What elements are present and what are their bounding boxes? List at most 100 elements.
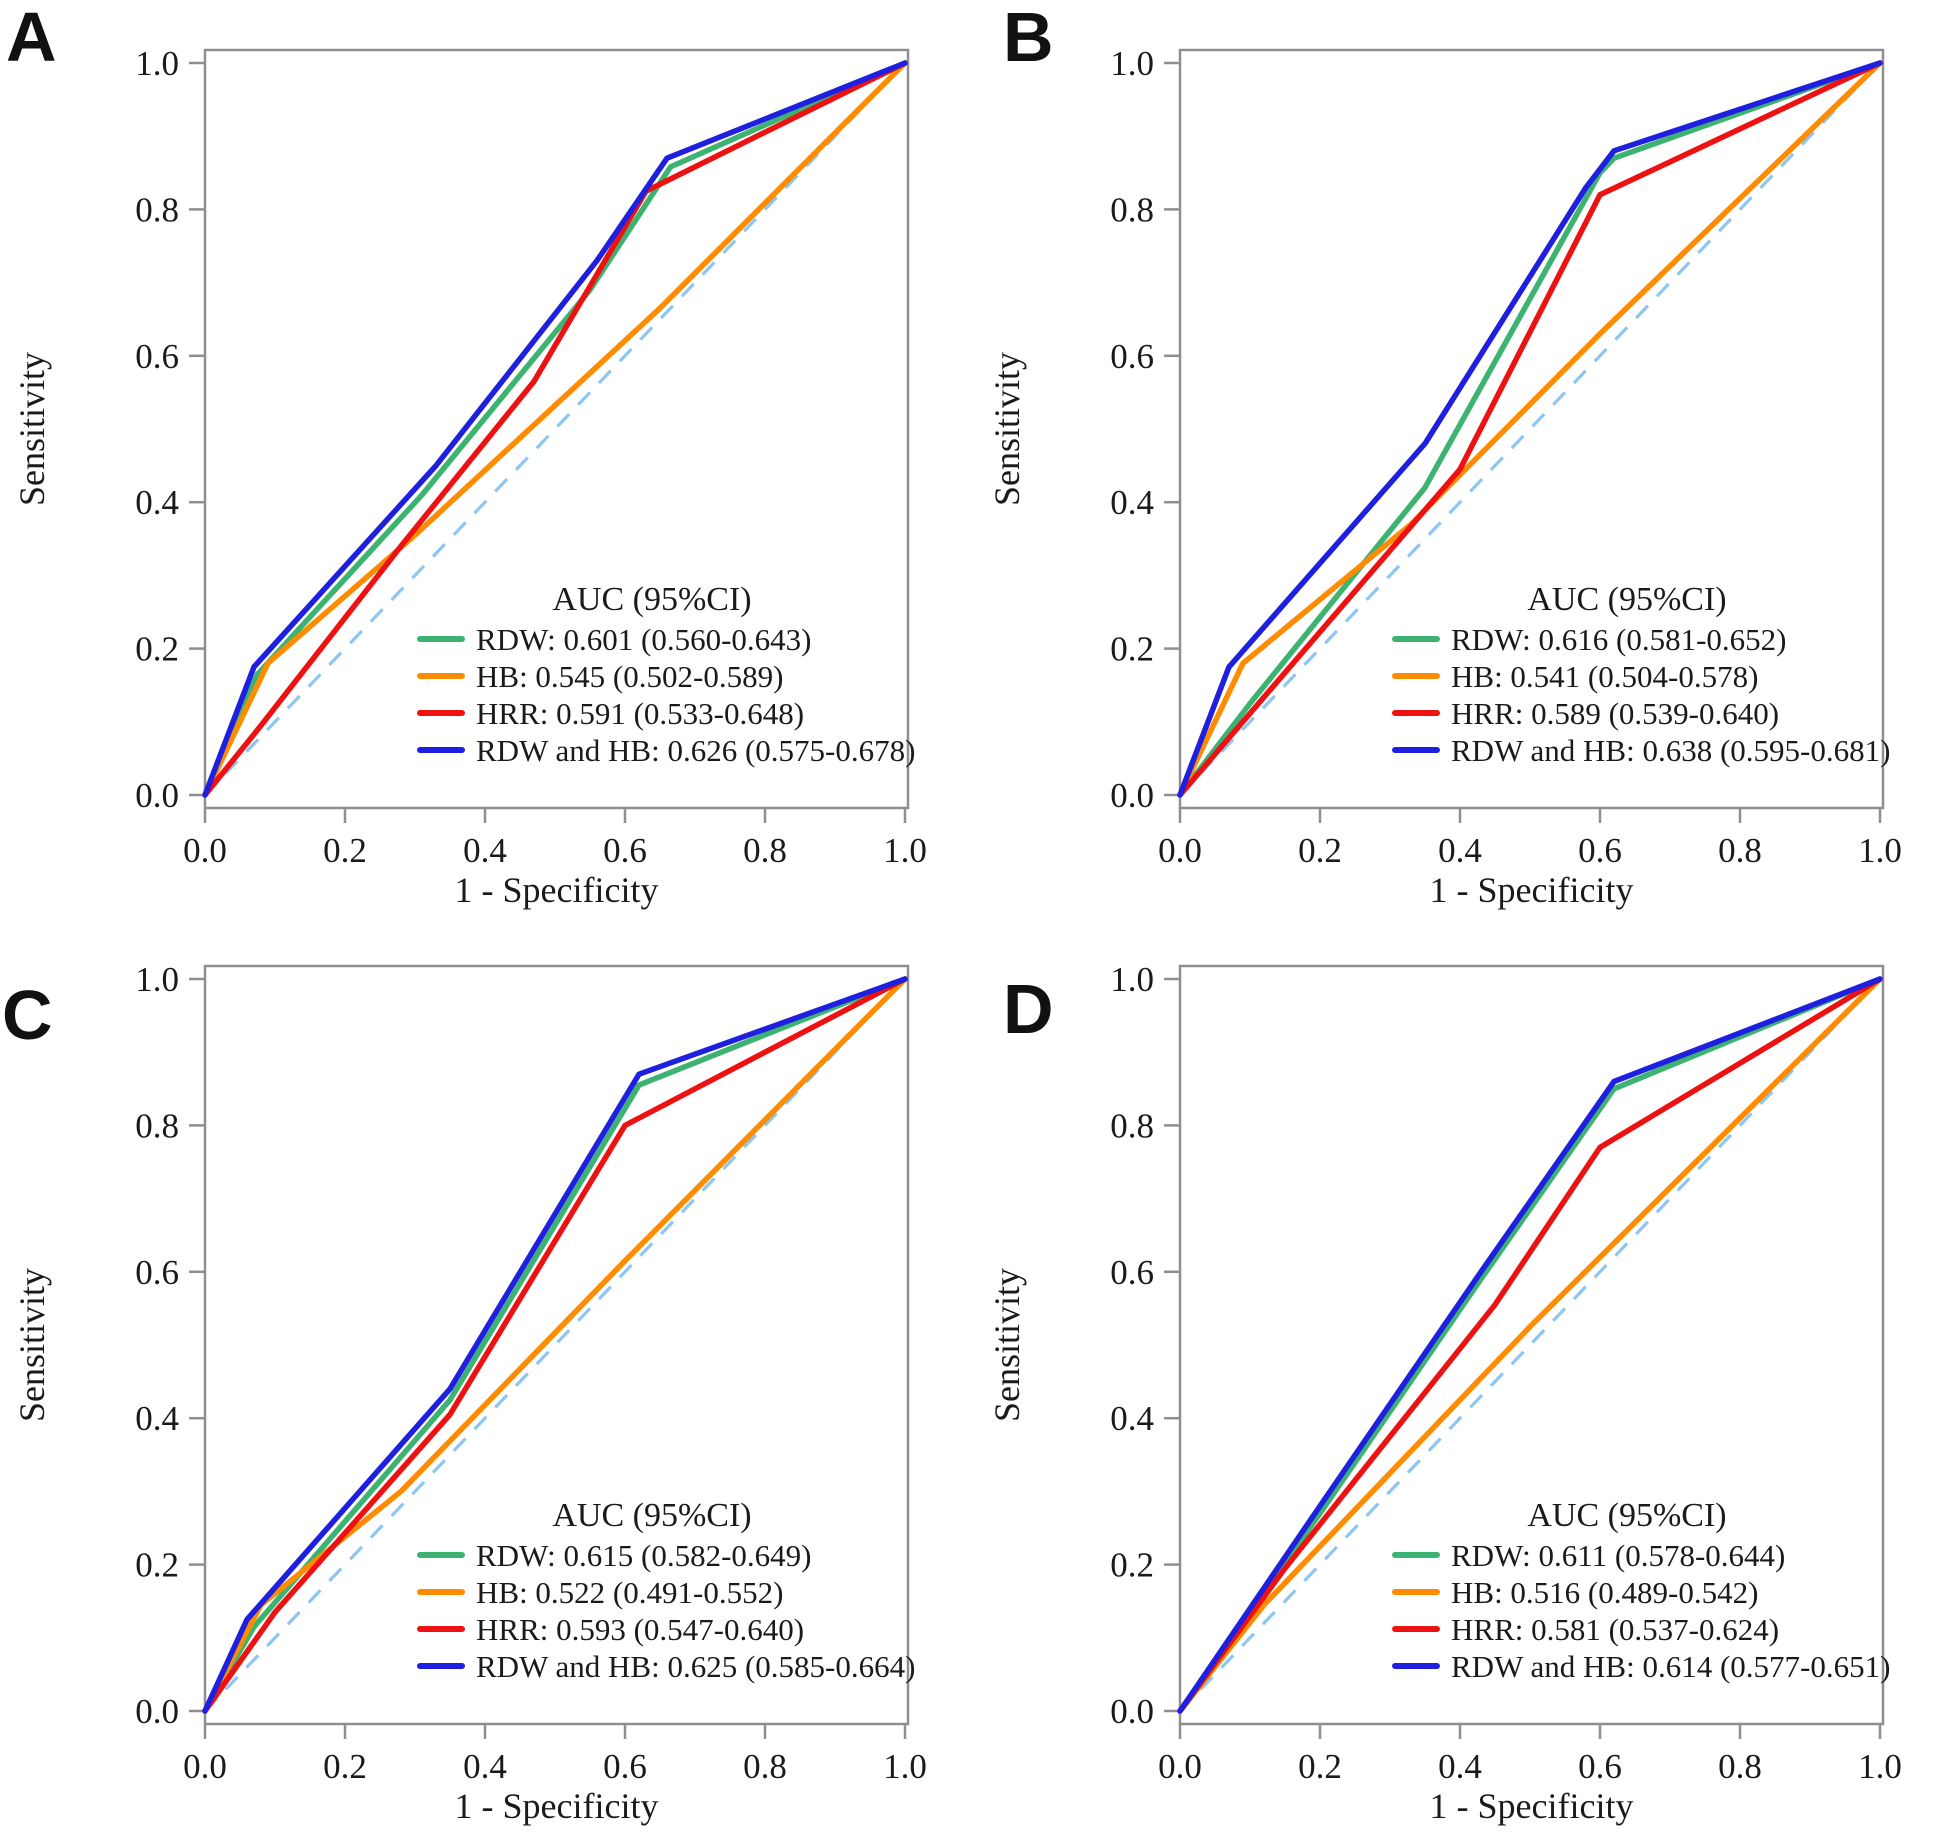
y-tick-label: 0.4 bbox=[135, 1399, 179, 1438]
x-tick-label: 0.0 bbox=[1158, 1747, 1202, 1786]
x-axis-title: 1 - Specificity bbox=[455, 870, 659, 910]
legend-label-rdw: RDW: 0.616 (0.581-0.652) bbox=[1451, 622, 1787, 657]
x-tick-label: 1.0 bbox=[883, 831, 927, 870]
x-tick-label: 0.0 bbox=[1158, 831, 1202, 870]
legend-label-hb: HB: 0.516 (0.489-0.542) bbox=[1451, 1575, 1758, 1610]
y-tick-label: 0.2 bbox=[135, 1546, 179, 1585]
roc-curve-hrr bbox=[1177, 976, 1883, 1714]
x-tick-label: 0.2 bbox=[1298, 1747, 1342, 1786]
y-tick-label: 0.4 bbox=[135, 483, 179, 522]
y-axis-title: Sensitivity bbox=[987, 352, 1027, 506]
roc-curve-hrr bbox=[202, 60, 908, 798]
panel-d: D 0.0 0.2 0.4 0.6 0.8 1.0 0.0 0.2 0.4 0.6 0.8 1.0 1 … bbox=[975, 916, 1950, 1832]
legend-label-hb: HB: 0.522 (0.491-0.552) bbox=[476, 1575, 783, 1610]
y-tick-label: 0.0 bbox=[135, 1692, 179, 1731]
legend-label-rdw-and-hb: RDW and HB: 0.626 (0.575-0.678) bbox=[476, 733, 915, 768]
legend-label-rdw-and-hb: RDW and HB: 0.638 (0.595-0.681) bbox=[1451, 733, 1890, 768]
x-axis-title: 1 - Specificity bbox=[455, 1786, 659, 1826]
y-tick-label: 0.4 bbox=[1110, 483, 1154, 522]
y-tick-label: 0.2 bbox=[135, 630, 179, 669]
x-tick-label: 0.8 bbox=[1718, 1747, 1762, 1786]
roc-curve-rdw bbox=[1177, 60, 1883, 798]
x-tick-label: 0.6 bbox=[1578, 831, 1622, 870]
y-tick-label: 1.0 bbox=[1110, 44, 1154, 83]
roc-chart-c: 0.0 0.2 0.4 0.6 0.8 1.0 0.0 0.2 0.4 0.6 0.8 1.0 1 - … bbox=[12, 960, 927, 1826]
x-tick-label: 0.6 bbox=[603, 1747, 647, 1786]
x-tick-label: 0.0 bbox=[183, 1747, 227, 1786]
legend-label-hb: HB: 0.541 (0.504-0.578) bbox=[1451, 659, 1758, 694]
x-tick-label: 0.0 bbox=[183, 831, 227, 870]
y-tick-label: 0.8 bbox=[135, 190, 179, 229]
reference-diagonal bbox=[1178, 977, 1882, 1713]
y-tick-label: 0.4 bbox=[1110, 1399, 1154, 1438]
roc-curve-rdw-and-hb bbox=[1177, 976, 1883, 1714]
x-tick-label: 0.4 bbox=[1438, 1747, 1482, 1786]
y-axis-title: Sensitivity bbox=[12, 1268, 52, 1422]
legend-label-hrr: HRR: 0.593 (0.547-0.640) bbox=[476, 1612, 804, 1647]
y-tick-label: 0.2 bbox=[1110, 630, 1154, 669]
y-axis-title: Sensitivity bbox=[12, 352, 52, 506]
reference-diagonal bbox=[203, 61, 907, 797]
reference-diagonal bbox=[203, 977, 907, 1713]
x-tick-label: 0.6 bbox=[1578, 1747, 1622, 1786]
roc-curve-rdw bbox=[1177, 976, 1883, 1714]
plot-frame bbox=[1178, 48, 1885, 810]
legend-label-rdw-and-hb: RDW and HB: 0.625 (0.585-0.664) bbox=[476, 1649, 915, 1684]
plot-frame bbox=[203, 48, 910, 810]
legend-label-rdw: RDW: 0.611 (0.578-0.644) bbox=[1451, 1538, 1785, 1573]
legend-label-hb: HB: 0.545 (0.502-0.589) bbox=[476, 659, 783, 694]
legend-label-rdw: RDW: 0.601 (0.560-0.643) bbox=[476, 622, 812, 657]
y-tick-label: 0.8 bbox=[1110, 190, 1154, 229]
roc-curve-rdw-and-hb bbox=[202, 60, 908, 798]
roc-chart-d: 0.0 0.2 0.4 0.6 0.8 1.0 0.0 0.2 0.4 0.6 0.8 1.0 1 - … bbox=[987, 960, 1902, 1826]
y-tick-label: 1.0 bbox=[1110, 960, 1154, 999]
y-tick-label: 1.0 bbox=[135, 960, 179, 999]
roc-curve-hrr bbox=[1177, 60, 1883, 798]
roc-curve-hb bbox=[202, 976, 908, 1714]
panel-a: A 0.0 0.2 0.4 0.6 0.8 1.0 0.0 0.2 0.4 0.6 0.8 1.0 1 … bbox=[0, 0, 975, 916]
roc-chart-b: 0.0 0.2 0.4 0.6 0.8 1.0 0.0 0.2 0.4 0.6 0.8 1.0 1 - … bbox=[987, 44, 1902, 910]
y-tick-label: 0.8 bbox=[1110, 1106, 1154, 1145]
plot-frame bbox=[1178, 964, 1885, 1726]
roc-curve-rdw bbox=[202, 60, 908, 798]
y-tick-label: 0.6 bbox=[1110, 337, 1154, 376]
panel-b: B 0.0 0.2 0.4 0.6 0.8 1.0 0.0 0.2 0.4 0.6 0.8 1.0 1 … bbox=[975, 0, 1950, 916]
panel-c: C 0.0 0.2 0.4 0.6 0.8 1.0 0.0 0.2 0.4 0.6 0.8 1.0 1 … bbox=[0, 916, 975, 1832]
legend-title: AUC (95%CI) bbox=[552, 581, 751, 618]
x-tick-label: 0.2 bbox=[1298, 831, 1342, 870]
plot-frame bbox=[203, 964, 910, 1726]
x-tick-label: 0.2 bbox=[323, 831, 367, 870]
legend-title: AUC (95%CI) bbox=[1527, 581, 1726, 618]
panel-d-label: D bbox=[1003, 970, 1054, 1048]
x-tick-label: 0.4 bbox=[1438, 831, 1482, 870]
legend-label-rdw: RDW: 0.615 (0.582-0.649) bbox=[476, 1538, 812, 1573]
x-axis-title: 1 - Specificity bbox=[1430, 870, 1634, 910]
y-tick-label: 0.0 bbox=[135, 776, 179, 815]
x-tick-label: 0.4 bbox=[463, 1747, 507, 1786]
reference-diagonal bbox=[1178, 61, 1882, 797]
y-tick-label: 0.6 bbox=[135, 1253, 179, 1292]
roc-curve-hb bbox=[202, 60, 908, 798]
x-axis-title: 1 - Specificity bbox=[1430, 1786, 1634, 1826]
x-tick-label: 0.2 bbox=[323, 1747, 367, 1786]
roc-curve-rdw-and-hb bbox=[202, 976, 908, 1714]
roc-curve-hrr bbox=[202, 976, 908, 1714]
x-tick-label: 0.4 bbox=[463, 831, 507, 870]
x-tick-label: 0.8 bbox=[1718, 831, 1762, 870]
legend-title: AUC (95%CI) bbox=[1527, 1497, 1726, 1534]
x-tick-label: 1.0 bbox=[1858, 831, 1902, 870]
roc-chart-a: 0.0 0.2 0.4 0.6 0.8 1.0 0.0 0.2 0.4 0.6 0.8 1.0 1 - … bbox=[12, 44, 927, 910]
legend-label-hrr: HRR: 0.591 (0.533-0.648) bbox=[476, 696, 804, 731]
x-tick-label: 1.0 bbox=[1858, 1747, 1902, 1786]
legend-title: AUC (95%CI) bbox=[552, 1497, 751, 1534]
x-tick-label: 0.6 bbox=[603, 831, 647, 870]
roc-curve-rdw-and-hb bbox=[1177, 60, 1883, 798]
legend-label-rdw-and-hb: RDW and HB: 0.614 (0.577-0.651) bbox=[1451, 1649, 1890, 1684]
y-tick-label: 0.0 bbox=[1110, 1692, 1154, 1731]
panel-c-label: C bbox=[2, 976, 53, 1054]
x-tick-label: 0.8 bbox=[743, 831, 787, 870]
y-tick-label: 0.6 bbox=[135, 337, 179, 376]
panel-b-label: B bbox=[1003, 0, 1054, 76]
y-tick-label: 1.0 bbox=[135, 44, 179, 83]
